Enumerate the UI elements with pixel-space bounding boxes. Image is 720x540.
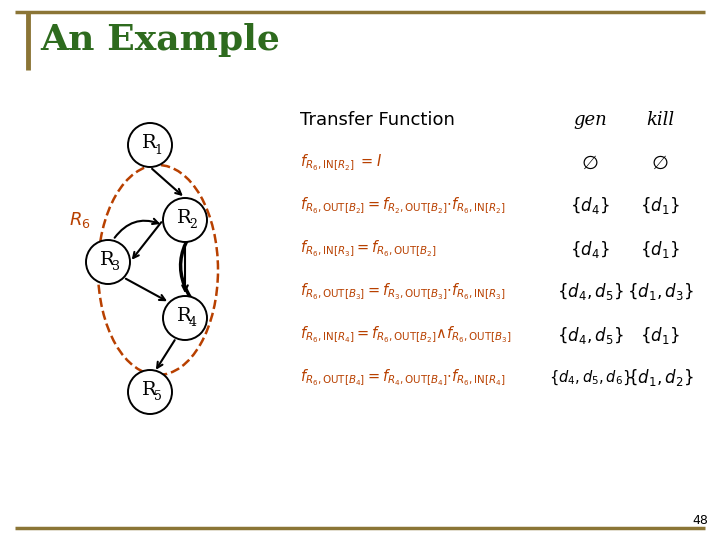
Text: $\{d_4,d_5,d_6\}$: $\{d_4,d_5,d_6\}$ (549, 369, 631, 387)
Circle shape (163, 296, 207, 340)
Text: $\{d_1\}$: $\{d_1\}$ (640, 239, 680, 260)
Text: 2: 2 (189, 219, 197, 232)
Text: $f_{R_6,\mathsf{OUT}[B_2]}$$= f_{R_2,\mathsf{OUT}[B_2]}$$\cdot f_{R_6,\mathsf{IN: $f_{R_6,\mathsf{OUT}[B_2]}$$= f_{R_2,\ma… (300, 196, 505, 216)
Text: $\varnothing$: $\varnothing$ (581, 153, 599, 172)
Text: $\{d_1,d_3\}$: $\{d_1,d_3\}$ (626, 281, 693, 302)
Text: 1: 1 (154, 144, 162, 157)
Text: kill: kill (646, 111, 674, 129)
Text: 3: 3 (112, 260, 120, 273)
Text: $f_{R_6,\mathsf{OUT}[B_3]}$$= f_{R_3,\mathsf{OUT}[B_3]}$$\cdot f_{R_6,\mathsf{IN: $f_{R_6,\mathsf{OUT}[B_3]}$$= f_{R_3,\ma… (300, 282, 505, 302)
Text: $\{d_1\}$: $\{d_1\}$ (640, 195, 680, 217)
Text: $\{d_4,d_5\}$: $\{d_4,d_5\}$ (557, 281, 624, 302)
Text: $\{d_4\}$: $\{d_4\}$ (570, 195, 610, 217)
Text: gen: gen (573, 111, 607, 129)
Text: 5: 5 (154, 390, 162, 403)
Text: $\{d_1\}$: $\{d_1\}$ (640, 325, 680, 346)
Text: R: R (176, 209, 192, 227)
Text: $f_{R_6,\mathsf{OUT}[B_4]}$$= f_{R_4,\mathsf{OUT}[B_4]}$$\cdot f_{R_6,\mathsf{IN: $f_{R_6,\mathsf{OUT}[B_4]}$$= f_{R_4,\ma… (300, 368, 505, 388)
Circle shape (163, 198, 207, 242)
Text: An Example: An Example (40, 23, 280, 57)
Text: R: R (142, 134, 156, 152)
Text: $f_{R_6,\mathsf{IN}[R_4]}$$= f_{R_6,\mathsf{OUT}[B_2]}$$\wedge f_{R_6,\mathsf{OU: $f_{R_6,\mathsf{IN}[R_4]}$$= f_{R_6,\mat… (300, 325, 512, 345)
Text: Transfer Function: Transfer Function (300, 111, 455, 129)
Text: $\{d_1,d_2\}$: $\{d_1,d_2\}$ (626, 368, 693, 388)
Text: R: R (99, 251, 114, 269)
Text: $f_{R_6,\mathsf{IN}[R_3]}$$= f_{R_6,\mathsf{OUT}[B_2]}$: $f_{R_6,\mathsf{IN}[R_3]}$$= f_{R_6,\mat… (300, 239, 436, 259)
Circle shape (128, 123, 172, 167)
Text: 4: 4 (189, 316, 197, 329)
Text: R: R (142, 381, 156, 399)
Text: 48: 48 (692, 514, 708, 526)
Circle shape (86, 240, 130, 284)
Text: $\{d_4\}$: $\{d_4\}$ (570, 239, 610, 260)
Circle shape (128, 370, 172, 414)
Text: $f_{R_6,\mathsf{IN}[R_2]}$ $= I$: $f_{R_6,\mathsf{IN}[R_2]}$ $= I$ (300, 153, 382, 173)
Text: R$_6$: R$_6$ (69, 210, 91, 230)
Text: $\varnothing$: $\varnothing$ (652, 153, 669, 172)
Text: R: R (176, 307, 192, 325)
Text: $\{d_4,d_5\}$: $\{d_4,d_5\}$ (557, 325, 624, 346)
